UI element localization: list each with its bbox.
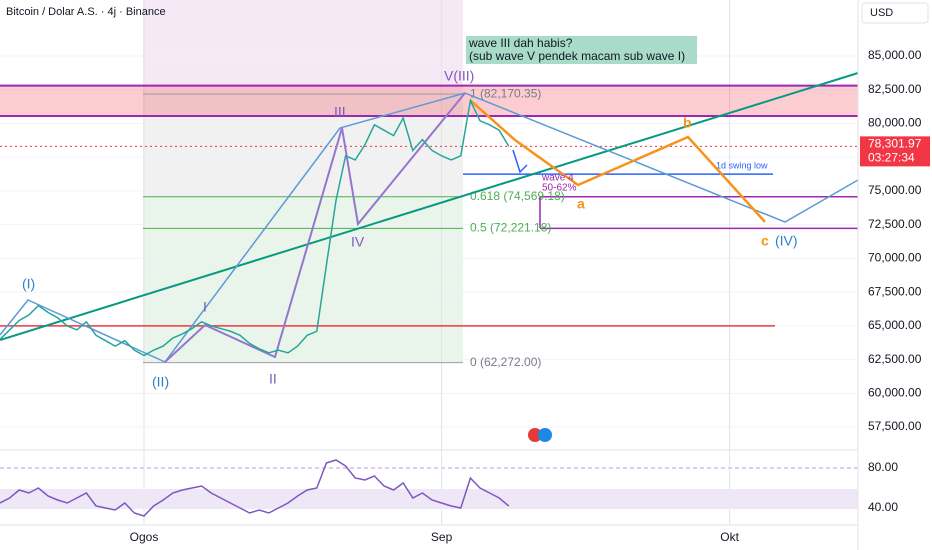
fib-label: 1 (82,170.35) bbox=[470, 86, 541, 100]
x-tick-label: Okt bbox=[720, 530, 739, 544]
wave4-label: 50-62% bbox=[542, 183, 577, 194]
event-icon bbox=[528, 428, 542, 442]
note-box bbox=[466, 36, 697, 64]
y-tick-label: 62,500.00 bbox=[868, 352, 922, 366]
projection-line bbox=[469, 99, 766, 223]
subwave-line bbox=[164, 92, 466, 363]
last-price-label: 78,301.97 bbox=[868, 137, 922, 151]
y-tick-label: 60,000.00 bbox=[868, 386, 922, 400]
wave-label: IV bbox=[351, 234, 365, 250]
price-line bbox=[0, 459, 510, 517]
wave-label: (I) bbox=[22, 276, 35, 292]
y-tick-label: 40.00 bbox=[868, 500, 898, 514]
wave4-label: wave 4 bbox=[541, 173, 574, 184]
y-tick-label: 65,000.00 bbox=[868, 318, 922, 332]
symbol: Bitcoin / Dolar A.S. · 4j · Binance bbox=[6, 6, 166, 18]
wave-label: c bbox=[761, 233, 769, 249]
y-tick-label: 75,000.00 bbox=[868, 183, 922, 197]
wave-label: (IV) bbox=[775, 233, 798, 249]
event-icon bbox=[538, 428, 552, 442]
y-tick-label: 72,500.00 bbox=[868, 217, 922, 231]
resistance-zone bbox=[0, 85, 858, 117]
note: (sub wave V pendek macam sub wave I) bbox=[469, 49, 685, 63]
y-tick-label: 70,000.00 bbox=[868, 251, 922, 265]
y-tick-label: 80,000.00 bbox=[868, 116, 922, 130]
swing-low-label: 1d swing low bbox=[716, 160, 768, 170]
fib-shade bbox=[143, 94, 463, 197]
range-shade bbox=[143, 0, 463, 94]
y-tick-label: 57,500.00 bbox=[868, 419, 922, 433]
trend-line bbox=[0, 72, 859, 341]
countdown: 03:27:34 bbox=[868, 151, 915, 165]
wave-label: a bbox=[577, 196, 585, 212]
arrow bbox=[512, 149, 528, 174]
y-tick-label: 82,500.00 bbox=[868, 82, 922, 96]
fib-label: 0.618 (74,569.18) bbox=[470, 189, 565, 203]
note: wave III dah habis? bbox=[468, 36, 573, 50]
wave-label: V(III) bbox=[444, 68, 474, 84]
wave-label: II bbox=[269, 371, 277, 387]
x-tick-label: Ogos bbox=[130, 530, 159, 544]
wave-label: III bbox=[334, 104, 346, 120]
x-tick-label: Sep bbox=[431, 530, 453, 544]
wave-label: (II) bbox=[152, 374, 169, 390]
fib-label: 0 (62,272.00) bbox=[470, 355, 541, 369]
y-tick-label: 80.00 bbox=[868, 460, 898, 474]
price-line bbox=[0, 98, 510, 357]
wave-line bbox=[0, 92, 859, 363]
wave-label: I bbox=[203, 299, 207, 315]
currency-box[interactable] bbox=[861, 2, 929, 24]
y-tick-label: 67,500.00 bbox=[868, 284, 922, 298]
y-tick-label: 85,000.00 bbox=[868, 48, 922, 62]
wave-label: b bbox=[683, 115, 692, 131]
last-price-tag bbox=[860, 136, 930, 167]
fib-label: 0.5 (72,221.18) bbox=[470, 221, 551, 235]
currency[interactable]: USD bbox=[870, 7, 893, 19]
